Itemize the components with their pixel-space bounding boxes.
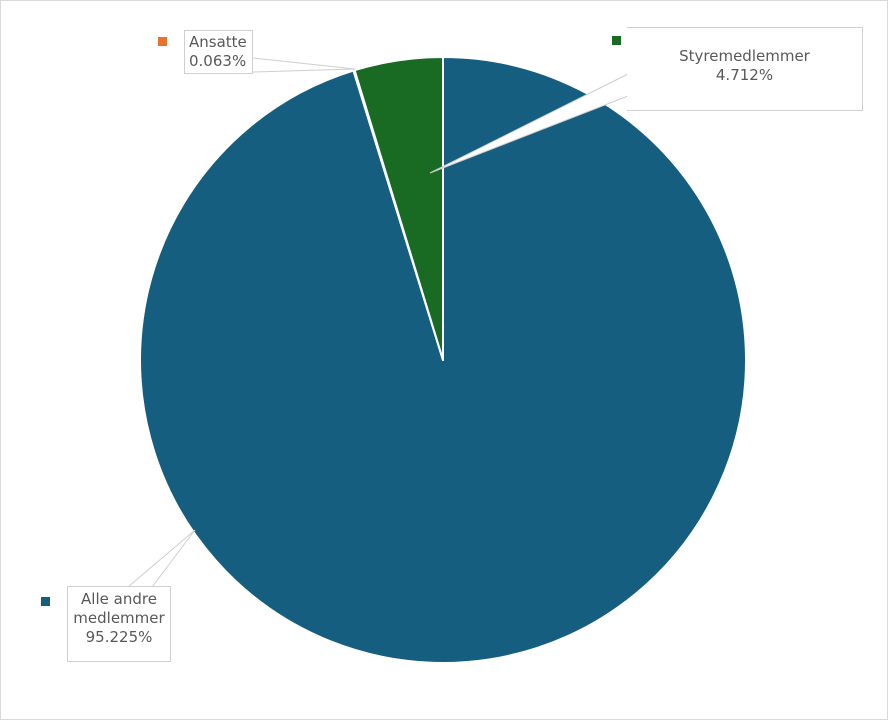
- slice-styremedlemmer: [353, 56, 444, 361]
- legend-key-styremedlemmer: [612, 36, 621, 45]
- leader-line-ansatte: [252, 57, 356, 73]
- legend-key-ansatte: [158, 37, 167, 46]
- label-name-2: medlemmer: [73, 609, 165, 627]
- data-label-ansatte: Ansatte 0.063%: [184, 30, 253, 74]
- leader-line-alle-andre: [127, 529, 196, 588]
- label-name: Styremedlemmer: [679, 47, 810, 65]
- label-value: 0.063%: [189, 52, 247, 70]
- label-name: Alle andre: [81, 590, 157, 608]
- legend-key-alle-andre: [41, 597, 50, 606]
- data-label-styremedlemmer: Styremedlemmer 4.712%: [627, 27, 863, 111]
- data-label-alle-andre: Alle andre medlemmer 95.225%: [67, 586, 171, 662]
- label-value: 4.712%: [715, 66, 774, 84]
- label-name: Ansatte: [189, 33, 247, 51]
- label-value: 95.225%: [85, 628, 153, 646]
